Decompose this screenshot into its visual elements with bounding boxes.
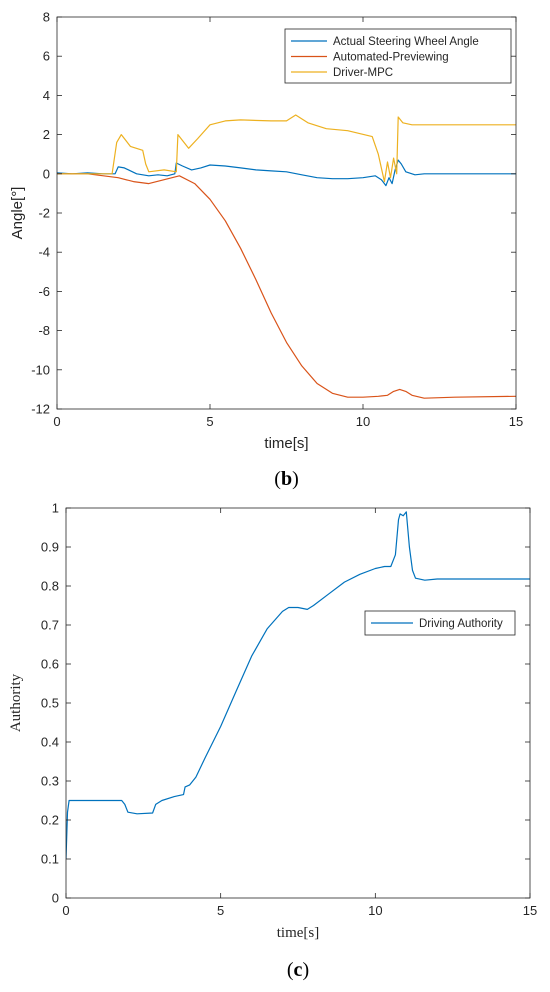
y-tick-label: 2 — [43, 127, 50, 142]
y-tick-label: 0.7 — [41, 618, 59, 633]
series-line-driving-authority — [66, 511, 530, 860]
panel-c-axes-box — [65, 507, 531, 899]
panel-c-series-layer — [66, 511, 530, 860]
series-line-automated-previewing — [57, 173, 516, 399]
y-tick-label: 0 — [43, 166, 50, 181]
panel-c-caption-letter: c — [294, 959, 303, 981]
x-tick-label: 10 — [368, 903, 382, 918]
x-tick-label: 0 — [53, 414, 60, 429]
legend-entry-actual-steering-wheel-angle: Actual Steering Wheel Angle — [333, 36, 479, 48]
y-tick-label: -8 — [38, 323, 50, 338]
panel-c-caption-label: (c) — [287, 959, 309, 981]
panel-b: 0 5 10 15 -12 -10 -8 -6 -4 -2 0 2 4 6 8 time[s] Angle[… — [9, 10, 523, 491]
y-tick-label: -2 — [38, 206, 50, 221]
panel-b-caption-label: (b) — [274, 468, 298, 490]
panel-b-x-axis-title: time[s] — [264, 435, 308, 452]
series-line-actual-steering-wheel-angle — [57, 159, 516, 187]
y-tick-label: 0.2 — [41, 813, 59, 828]
panel-b-y-axis-title: Angle[°] — [9, 187, 26, 240]
y-tick-label: -12 — [31, 402, 50, 417]
y-tick-label: -6 — [38, 284, 50, 299]
y-tick-label: -10 — [31, 362, 50, 377]
y-tick-label: 0 — [52, 891, 59, 906]
legend-entry-driving-authority: Driving Authority — [419, 618, 503, 630]
panel-c: 0 5 10 15 0 0.1 0.2 0.3 0.4 0.5 0.6 0.7 0.8 0.9 1 time… — [8, 501, 537, 982]
series-line-driver-mpc — [57, 114, 516, 183]
x-tick-label: 0 — [62, 903, 69, 918]
panel-c-x-axis-title: time[s] — [277, 925, 320, 941]
legend-entry-driver-mpc: Driver-MPC — [333, 67, 393, 79]
y-tick-label: 6 — [43, 49, 50, 64]
x-tick-label: 5 — [217, 903, 224, 918]
panel-b-ticks: 0 5 10 15 -12 -10 -8 -6 -4 -2 0 2 4 6 8 — [31, 10, 523, 430]
x-tick-label: 5 — [206, 414, 213, 429]
y-tick-label: -4 — [38, 245, 50, 260]
panel-c-legend: Driving Authority — [364, 610, 516, 636]
panel-b-caption-letter: b — [281, 468, 292, 490]
y-tick-label: 4 — [43, 88, 50, 103]
y-tick-label: 0.4 — [41, 735, 59, 750]
y-tick-label: 0.8 — [41, 579, 59, 594]
panel-c-caption-open: ( — [287, 959, 294, 981]
y-tick-label: 0.1 — [41, 852, 59, 867]
legend-entry-automated-previewing: Automated-Previewing — [333, 52, 449, 64]
panel-c-y-axis-title: Authority — [8, 673, 24, 732]
y-tick-label: 0.9 — [41, 540, 59, 555]
y-tick-label: 0.6 — [41, 657, 59, 672]
x-tick-label: 10 — [356, 414, 370, 429]
x-tick-label: 15 — [523, 903, 537, 918]
y-tick-label: 0.3 — [41, 774, 59, 789]
panel-b-caption-open: ( — [274, 468, 281, 490]
y-tick-label: 8 — [43, 10, 50, 25]
panel-c-ticks: 0 5 10 15 0 0.1 0.2 0.3 0.4 0.5 0.6 0.7 0.8 0.9 1 — [41, 501, 537, 919]
panel-b-series-layer — [57, 114, 516, 399]
x-tick-label: 15 — [509, 414, 523, 429]
y-tick-label: 0.5 — [41, 696, 59, 711]
panel-c-caption-close: ) — [302, 959, 309, 981]
y-tick-label: 1 — [52, 501, 59, 516]
panel-b-caption-close: ) — [292, 468, 299, 490]
panel-b-legend: Actual Steering Wheel Angle Automated-Pre… — [284, 28, 512, 84]
